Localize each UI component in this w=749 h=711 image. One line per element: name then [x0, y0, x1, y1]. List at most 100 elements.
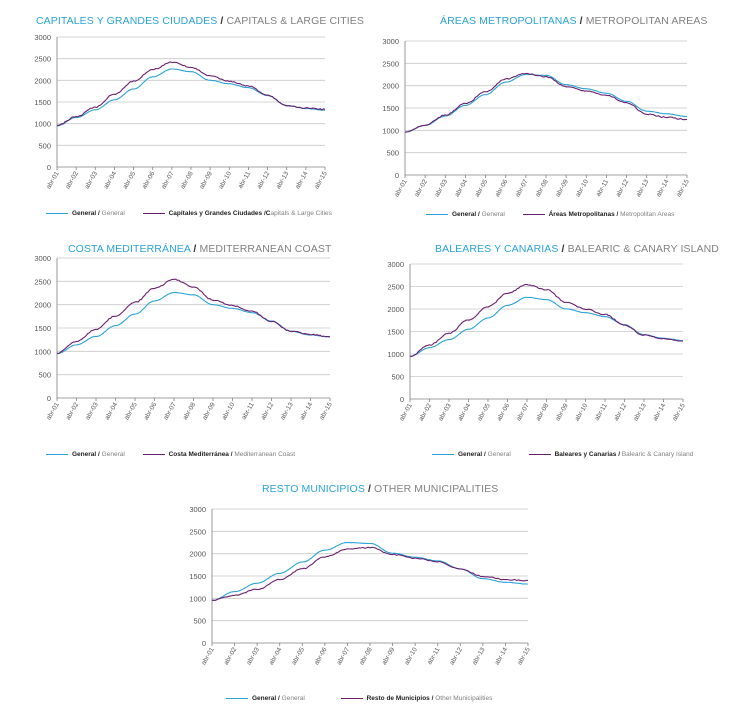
x-tick-label: abr-01 — [200, 646, 216, 666]
legend-item-series: Baleares y Canarias / Balearic & Canary … — [528, 451, 693, 458]
x-tick-label: abr-11 — [237, 170, 252, 190]
chart-panel-capitals: CAPITALES Y GRANDES CIUDADES / CAPITALS … — [0, 0, 370, 230]
x-tick-label: abr-05 — [123, 401, 139, 421]
series-line-general — [56, 68, 326, 127]
series-line-general — [404, 73, 688, 133]
x-tick-label: abr-10 — [574, 402, 590, 422]
x-tick-label: abr-13 — [279, 401, 295, 421]
y-tick-label: 2500 — [189, 527, 206, 536]
x-tick-label: abr-08 — [534, 178, 550, 198]
chart-panel-mediterranean: COSTA MEDITERRÁNEA / MEDITERRANEAN COAST… — [0, 236, 370, 466]
x-tick-label: abr-10 — [218, 170, 234, 190]
y-tick-label: 0 — [202, 639, 206, 648]
x-tick-label: abr-12 — [615, 178, 631, 198]
x-tick-label: abr-11 — [241, 401, 256, 421]
chart-legend: General / General Capitales y Grandes Ci… — [46, 209, 348, 217]
legend-item-general: General / General — [426, 211, 505, 218]
x-tick-label: abr-01 — [45, 170, 61, 190]
legend-line-series — [142, 454, 165, 455]
x-tick-label: abr-02 — [223, 646, 239, 666]
y-tick-label: 0 — [400, 395, 404, 404]
y-tick-label: 3000 — [34, 254, 51, 263]
y-tick-label: 3000 — [189, 505, 206, 514]
x-tick-label: abr-14 — [494, 646, 510, 666]
y-tick-label: 500 — [386, 149, 399, 158]
x-tick-label: abr-13 — [275, 170, 291, 190]
y-tick-label: 2000 — [382, 82, 399, 91]
y-tick-label: 1500 — [34, 98, 51, 107]
x-tick-label: abr-06 — [141, 170, 157, 190]
y-tick-label: 1500 — [382, 104, 399, 113]
x-tick-label: abr-14 — [299, 401, 315, 421]
chart-panel-other-municipalities: RESTO MUNICIPIOS / OTHER MUNICIPALITIES … — [170, 474, 570, 711]
x-tick-label: abr-03 — [84, 170, 100, 190]
x-tick-label: abr-12 — [449, 646, 465, 666]
x-tick-label: abr-05 — [474, 178, 490, 198]
x-tick-label: abr-13 — [632, 402, 648, 422]
y-tick-label: 500 — [38, 371, 51, 380]
chart-legend: General / General Resto de Municipios / … — [226, 694, 508, 702]
x-tick-label: abr-04 — [454, 178, 470, 198]
x-tick-label: abr-15 — [671, 402, 687, 422]
series-line-general — [409, 296, 684, 357]
x-tick-label: abr-08 — [358, 646, 374, 666]
series-line-series — [409, 283, 683, 357]
x-tick-label: abr-02 — [418, 402, 434, 422]
x-tick-label: abr-01 — [45, 401, 61, 421]
x-tick-label: abr-10 — [403, 646, 419, 666]
x-tick-label: abr-02 — [413, 178, 429, 198]
y-tick-label: 0 — [47, 163, 51, 172]
x-tick-label: abr-09 — [198, 170, 214, 190]
y-tick-label: 3000 — [387, 260, 404, 269]
legend-line-general — [226, 698, 248, 699]
x-tick-label: abr-14 — [294, 170, 310, 190]
legend-item-general: General / General — [46, 210, 125, 217]
legend-item-series: Costa Mediterránea / Mediterranean Coast — [142, 451, 295, 458]
legend-line-general — [46, 454, 68, 455]
series-line-series — [56, 61, 326, 126]
y-tick-label: 2500 — [382, 59, 399, 68]
x-tick-label: abr-14 — [652, 402, 668, 422]
x-tick-label: abr-10 — [221, 401, 237, 421]
x-tick-label: abr-11 — [594, 402, 609, 422]
y-tick-label: 1500 — [189, 572, 206, 581]
legend-item-series: Áreas Metropolitanas / Metropolitan Area… — [522, 211, 674, 218]
x-tick-label: abr-08 — [182, 401, 198, 421]
y-tick-label: 1000 — [34, 347, 51, 356]
x-tick-label: abr-06 — [494, 178, 510, 198]
y-tick-label: 500 — [391, 373, 404, 382]
y-tick-label: 1000 — [382, 126, 399, 135]
x-tick-label: abr-11 — [426, 646, 441, 666]
y-tick-label: 500 — [38, 141, 51, 150]
series-line-general — [211, 542, 528, 602]
legend-item-general: General / General — [46, 451, 125, 458]
series-line-series — [211, 546, 529, 601]
chart-legend: General / General Áreas Metropolitanas /… — [426, 210, 690, 218]
y-tick-label: 2000 — [387, 305, 404, 314]
y-tick-label: 2000 — [189, 550, 206, 559]
legend-line-series — [528, 454, 551, 455]
legend-item-general: General / General — [226, 695, 305, 702]
series-line-series — [56, 278, 331, 355]
x-tick-label: abr-12 — [613, 402, 629, 422]
x-tick-label: abr-01 — [398, 402, 414, 422]
x-tick-label: abr-07 — [514, 178, 530, 198]
x-tick-label: abr-08 — [179, 170, 195, 190]
y-tick-label: 1000 — [387, 350, 404, 359]
y-tick-label: 1000 — [189, 594, 206, 603]
chart-panel-balearic-canary: BALEARES Y CANARIAS / BALEARIC & CANARY … — [370, 236, 749, 466]
x-tick-label: abr-09 — [201, 401, 217, 421]
legend-line-general — [426, 214, 448, 215]
chart-title: BALEARES Y CANARIAS / BALEARIC & CANARY … — [435, 243, 719, 255]
x-tick-label: abr-03 — [84, 401, 100, 421]
x-tick-label: abr-12 — [260, 401, 276, 421]
y-tick-label: 0 — [395, 171, 399, 180]
chart-title: RESTO MUNICIPIOS / OTHER MUNICIPALITIES — [262, 483, 499, 495]
x-tick-label: abr-15 — [318, 401, 334, 421]
series-line-general — [56, 291, 330, 355]
x-tick-label: abr-06 — [496, 402, 512, 422]
